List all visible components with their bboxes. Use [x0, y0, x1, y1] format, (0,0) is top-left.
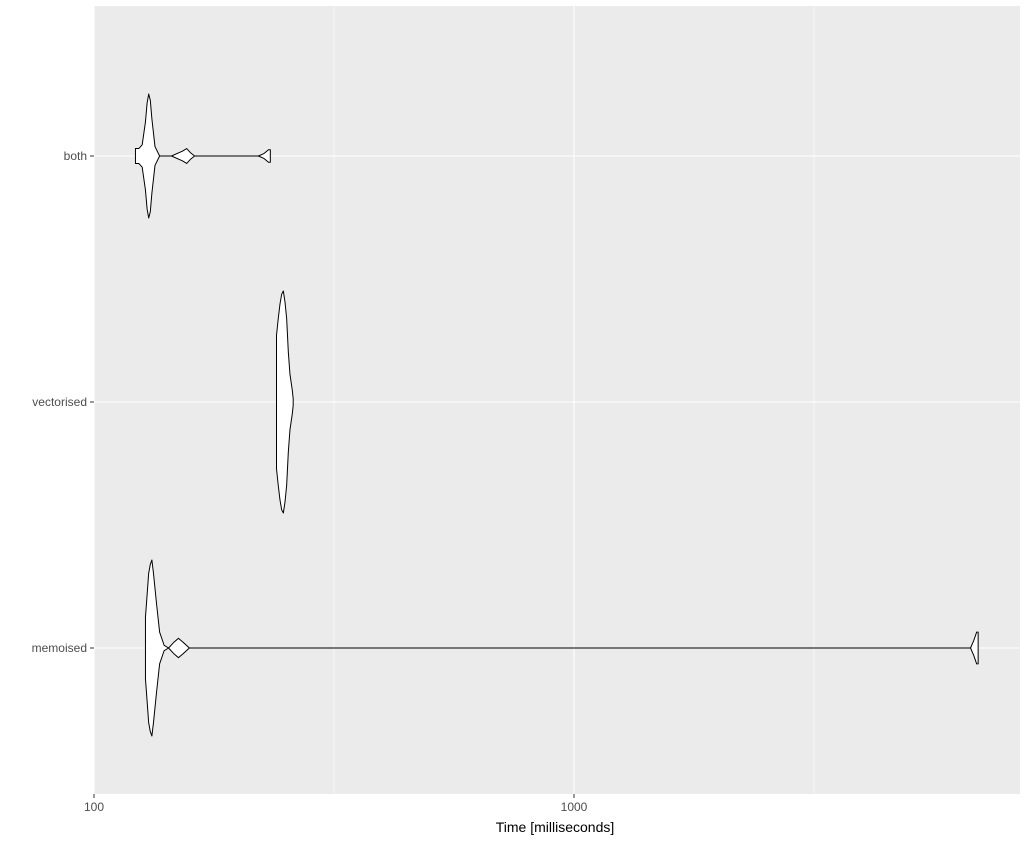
x-axis: 100 1000 [84, 794, 588, 814]
violin-memoised [144, 559, 979, 737]
plot-panel [94, 6, 1020, 794]
violin-vectorised [276, 290, 294, 514]
y-axis: both vectorised memoised [32, 149, 94, 655]
violins [134, 93, 979, 737]
x-tick-label-100: 100 [84, 800, 104, 814]
y-tick-label-vectorised: vectorised [32, 395, 87, 409]
x-tick-label-1000: 1000 [561, 800, 588, 814]
minor-gridlines [333, 6, 815, 794]
violin-both [134, 93, 271, 219]
y-tick-label-memoised: memoised [32, 641, 87, 655]
x-axis-title: Time [milliseconds] [496, 819, 615, 835]
y-tick-label-both: both [64, 149, 87, 163]
